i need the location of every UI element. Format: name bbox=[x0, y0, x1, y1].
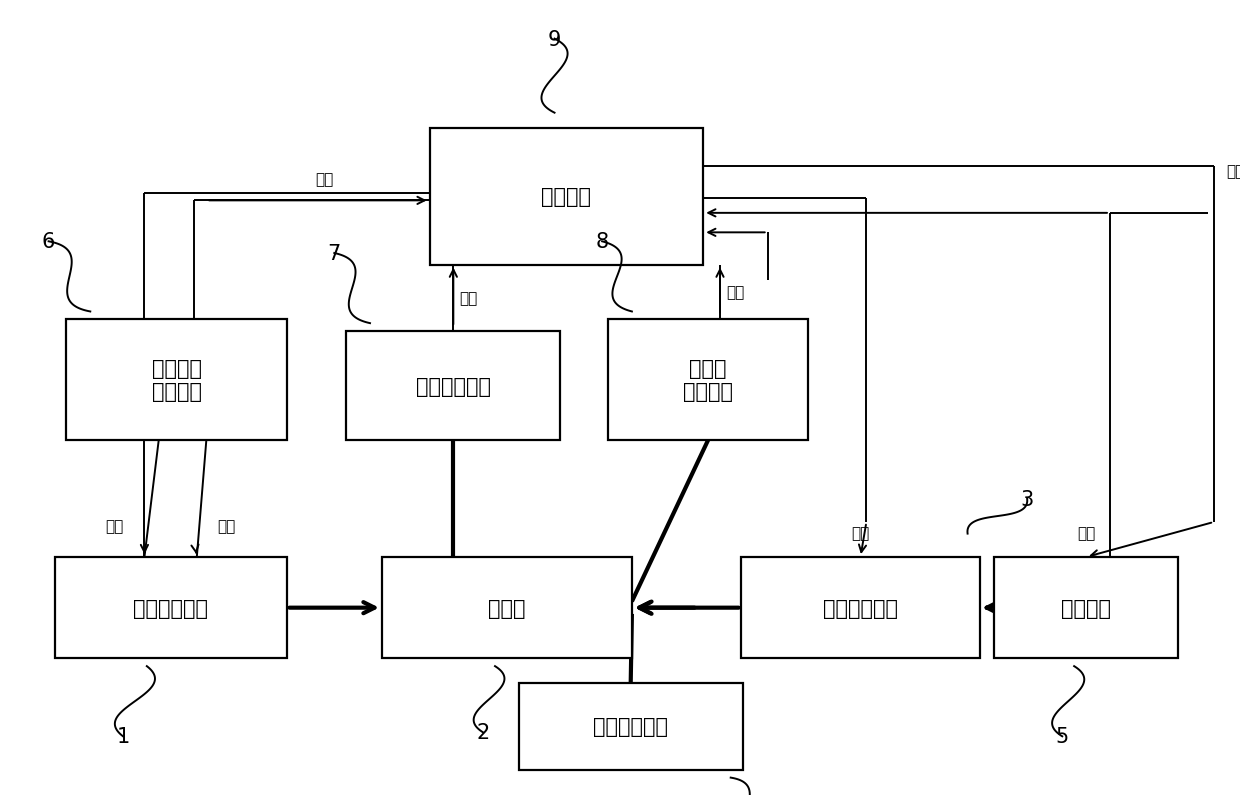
Text: 控制: 控制 bbox=[105, 519, 124, 534]
Text: 真空度
测量装置: 真空度 测量装置 bbox=[683, 358, 733, 401]
Bar bbox=[993, 557, 1178, 659]
Text: 反馈: 反馈 bbox=[459, 291, 477, 306]
Text: 7: 7 bbox=[327, 243, 341, 264]
Text: 1: 1 bbox=[117, 727, 130, 746]
Text: 温度测量装置: 温度测量装置 bbox=[415, 376, 491, 396]
Text: 控制: 控制 bbox=[1076, 526, 1095, 540]
Bar bbox=[346, 332, 560, 440]
Text: 6: 6 bbox=[42, 232, 56, 252]
Text: 反馈: 反馈 bbox=[217, 519, 236, 534]
Text: 控制中心: 控制中心 bbox=[542, 187, 591, 208]
Text: 微波发生装置: 微波发生装置 bbox=[133, 598, 208, 618]
Text: 真空获取装置: 真空获取装置 bbox=[593, 716, 668, 736]
Text: 反馈: 反馈 bbox=[315, 172, 334, 187]
Text: 5: 5 bbox=[1055, 727, 1069, 746]
Text: 反馈: 反馈 bbox=[725, 285, 744, 300]
Text: 反应腔: 反应腔 bbox=[489, 598, 526, 618]
Text: 气压控制装置: 气压控制装置 bbox=[823, 598, 898, 618]
Text: 微波反射
测量装置: 微波反射 测量装置 bbox=[151, 358, 202, 401]
Bar bbox=[382, 557, 632, 659]
Bar bbox=[429, 129, 703, 265]
Text: 9: 9 bbox=[548, 29, 562, 49]
Text: 供气装置: 供气装置 bbox=[1061, 598, 1111, 618]
Bar bbox=[608, 320, 808, 440]
Bar bbox=[67, 320, 286, 440]
Text: 2: 2 bbox=[476, 723, 490, 743]
Text: 3: 3 bbox=[1021, 489, 1034, 509]
Text: 8: 8 bbox=[595, 232, 609, 252]
Text: 反馈: 反馈 bbox=[1226, 164, 1240, 179]
Bar bbox=[518, 683, 743, 770]
Bar bbox=[55, 557, 286, 659]
Bar bbox=[742, 557, 980, 659]
Text: 控制: 控制 bbox=[852, 526, 869, 540]
